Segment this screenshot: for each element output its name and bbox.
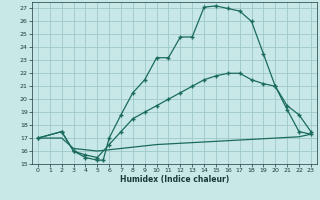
X-axis label: Humidex (Indice chaleur): Humidex (Indice chaleur) [120,175,229,184]
